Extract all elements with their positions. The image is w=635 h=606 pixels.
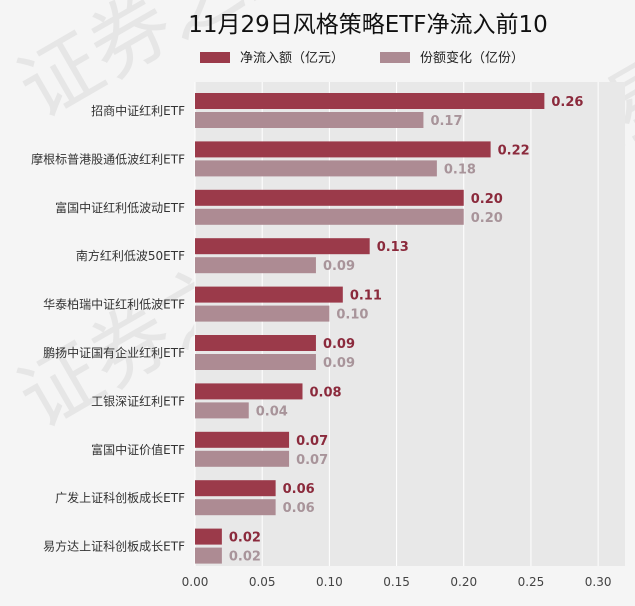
bar xyxy=(195,480,276,497)
legend-swatch xyxy=(380,52,410,63)
category-label: 富国中证价值ETF xyxy=(91,442,185,457)
legend-swatch xyxy=(200,52,230,63)
bar xyxy=(195,547,222,564)
bar xyxy=(195,354,316,370)
bar xyxy=(195,208,464,225)
bar-value-label: 0.11 xyxy=(350,289,382,304)
x-tick-label: 0.15 xyxy=(383,575,410,589)
category-label: 招商中证红利ETF xyxy=(91,103,185,118)
legend-label: 净流入额（亿元） xyxy=(240,51,344,66)
bar xyxy=(195,431,290,448)
category-label: 摩根标普港股通低波红利ETF xyxy=(31,151,185,166)
x-tick-label: 0.05 xyxy=(249,575,276,589)
category-labels: 招商中证红利ETF 摩根标普港股通低波红利ETF 富国中证红利低波动ETF 南方红利低… xyxy=(31,103,185,554)
bar-value-label: 0.10 xyxy=(336,308,368,323)
chart-title: 11月29日风格策略ETF净流入前10 xyxy=(188,12,548,38)
bar xyxy=(195,238,370,255)
bar xyxy=(195,141,491,158)
bar-value-label: 0.18 xyxy=(444,162,476,177)
bar-value-label: 0.13 xyxy=(377,240,409,255)
bar xyxy=(195,112,424,128)
bar-value-label: 0.08 xyxy=(310,385,342,400)
bar xyxy=(195,286,343,303)
bar-value-label: 0.06 xyxy=(283,482,315,497)
category-label: 南方红利低波50ETF xyxy=(76,248,185,263)
bar xyxy=(195,305,330,322)
category-label: 鹏扬中证国有企业红利ETF xyxy=(43,345,185,360)
bar-value-label: 0.22 xyxy=(498,143,530,158)
bar xyxy=(195,450,290,467)
category-label: 富国中证红利低波动ETF xyxy=(55,200,185,215)
bar-value-label: 0.06 xyxy=(283,501,315,516)
x-tick-label: 0.20 xyxy=(450,575,477,589)
bar-value-label: 0.04 xyxy=(256,404,288,419)
category-label: 华泰柏瑞中证红利低波ETF xyxy=(43,297,185,312)
bar xyxy=(195,189,464,206)
bar-value-label: 0.26 xyxy=(551,95,583,110)
x-tick-label: 0.30 xyxy=(585,575,612,589)
bar-value-label: 0.20 xyxy=(471,211,503,226)
x-tick-label: 0.00 xyxy=(182,575,209,589)
bar-value-label: 0.02 xyxy=(229,531,261,546)
category-label: 易方达上证科创板成长ETF xyxy=(43,539,185,554)
x-axis-ticks: 0.00 0.05 0.10 0.15 0.20 0.25 0.30 xyxy=(182,575,612,589)
bar xyxy=(195,383,303,400)
category-label: 工银深证红利ETF xyxy=(91,393,185,408)
bar-value-label: 0.20 xyxy=(471,192,503,207)
x-tick-label: 0.25 xyxy=(518,575,545,589)
bar-value-label: 0.09 xyxy=(323,356,355,371)
bar xyxy=(195,93,545,109)
x-tick-label: 0.10 xyxy=(316,575,343,589)
bar xyxy=(195,528,222,545)
bar-value-label: 0.17 xyxy=(430,114,462,129)
bar-value-label: 0.09 xyxy=(323,337,355,352)
bar xyxy=(195,257,316,274)
legend-label: 份额变化（亿份） xyxy=(420,50,524,66)
category-label: 广发上证科创板成长ETF xyxy=(55,490,185,505)
bar xyxy=(195,160,437,177)
bar xyxy=(195,499,276,516)
bar-value-label: 0.07 xyxy=(296,434,328,449)
bar-value-label: 0.07 xyxy=(296,453,328,468)
legend: 净流入额（亿元） 份额变化（亿份） xyxy=(200,50,524,66)
bar xyxy=(195,402,249,419)
bars: 0.26 0.17 0.22 0.18 0.20 0.20 0.13 0.09 0.11 0.10… xyxy=(195,93,583,565)
bar-value-label: 0.09 xyxy=(323,259,355,274)
bar xyxy=(195,335,316,351)
bar-value-label: 0.02 xyxy=(229,550,261,565)
